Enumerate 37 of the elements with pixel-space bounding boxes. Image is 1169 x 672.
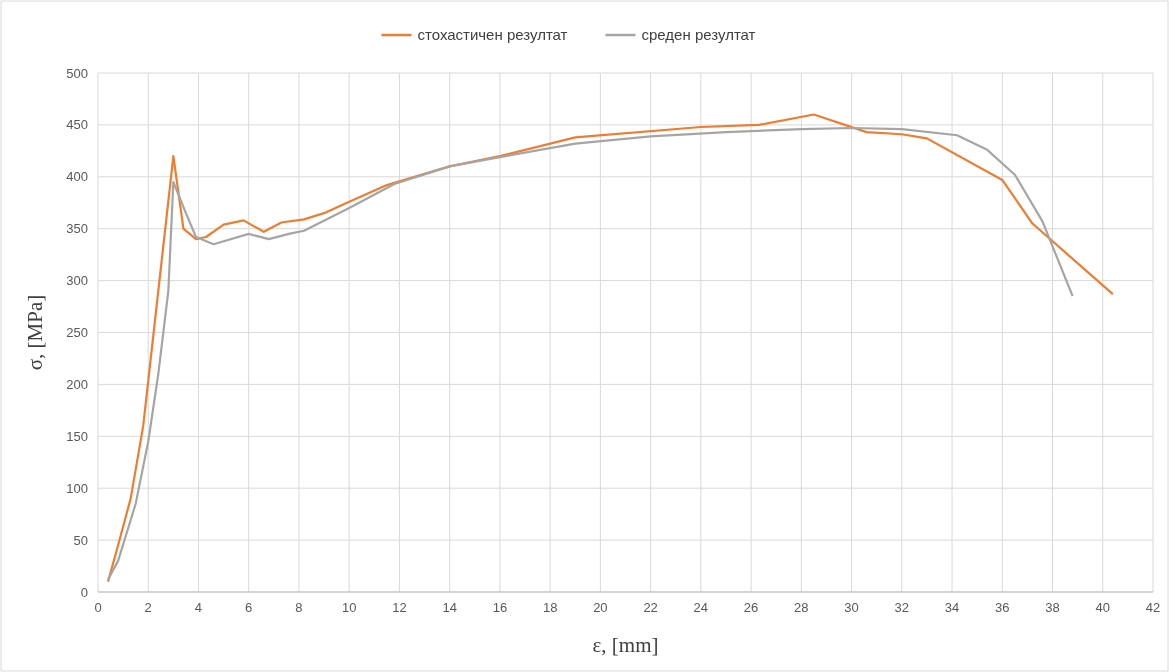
y-tick-label: 150 (66, 428, 88, 444)
x-axis-title: ε, [mm] (592, 633, 659, 657)
x-tick-label: 34 (944, 600, 960, 615)
x-tick-label: 14 (442, 600, 457, 615)
x-tick-label: 10 (341, 600, 357, 615)
y-axis-title: σ, [MPa] (23, 294, 47, 371)
x-tick-label: 32 (894, 600, 910, 615)
x-tick-label: 8 (295, 600, 303, 615)
x-tick-label: 42 (1145, 600, 1161, 615)
y-tick-label: 450 (66, 117, 88, 133)
y-tick-label: 100 (66, 480, 88, 496)
y-tick-label: 250 (66, 325, 88, 340)
x-tick-label: 36 (995, 600, 1010, 615)
x-tick-label: 18 (542, 600, 558, 615)
x-tick-label: 6 (245, 600, 253, 615)
legend-label: среден резултат (641, 26, 756, 43)
x-tick-label: 22 (643, 600, 658, 615)
x-tick-label: 2 (144, 600, 152, 615)
y-tick-label: 500 (66, 65, 88, 81)
x-tick-label: 24 (693, 600, 709, 615)
x-tick-label: 4 (194, 600, 203, 615)
x-tick-label: 38 (1045, 600, 1060, 615)
x-tick-label: 12 (392, 600, 407, 615)
y-tick-label: 0 (80, 584, 88, 600)
x-tick-label: 28 (794, 600, 809, 615)
y-tick-label: 200 (66, 376, 88, 392)
x-tick-label: 20 (593, 600, 608, 615)
legend-label: стохастичен резултат (417, 26, 568, 43)
x-tick-label: 40 (1095, 600, 1110, 615)
x-tick-label: 0 (94, 600, 102, 615)
y-tick-label: 400 (66, 169, 88, 185)
y-tick-label: 350 (66, 221, 88, 237)
y-tick-label: 300 (66, 273, 88, 289)
x-tick-label: 26 (743, 600, 759, 615)
x-tick-label: 16 (492, 600, 508, 615)
x-tick-label: 30 (844, 600, 859, 615)
y-tick-label: 50 (73, 532, 88, 548)
